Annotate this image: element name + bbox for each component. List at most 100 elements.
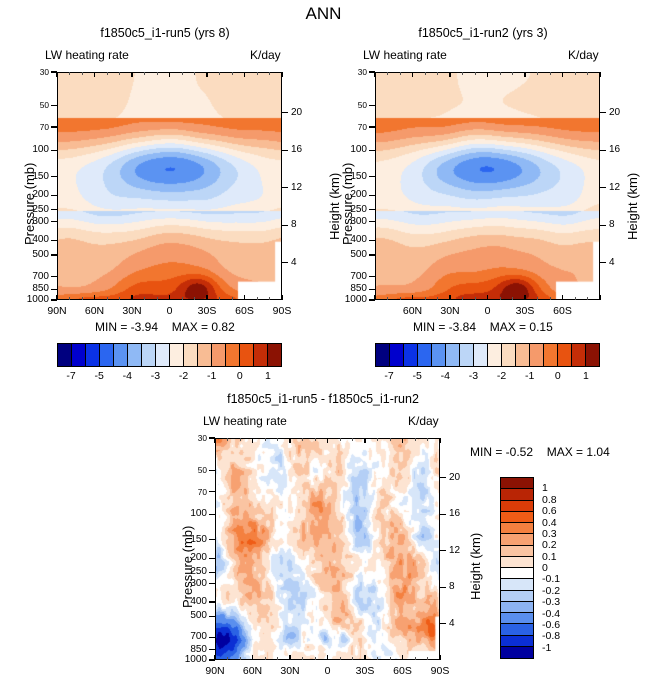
lat-minor-tick-mark (119, 72, 120, 75)
panel-run2-title: f1850c5_i1-run2 (yrs 3) (418, 26, 548, 40)
colorbar-swatch (170, 344, 184, 366)
pressure-tick-label: 150 (32, 170, 49, 182)
colorbar-swatch (488, 344, 502, 366)
lat-minor-tick-mark (549, 297, 551, 300)
pressure-tick-label: 500 (350, 248, 367, 260)
lat-minor-tick-mark (389, 657, 391, 660)
panel-run5-units-label: K/day (250, 48, 281, 62)
panel-diff-y-axis-title: Pressure (mb) (180, 525, 195, 608)
colorbar-tick-label: 0 (236, 370, 243, 382)
height-tick-mark (600, 224, 606, 226)
lat-tick-mark (524, 295, 526, 300)
pressure-tick-mark (369, 221, 375, 223)
panel-diff-colorbar[interactable] (500, 477, 534, 659)
lat-tick-mark (439, 655, 441, 660)
lat-tick-mark (243, 72, 246, 77)
lat-minor-tick-mark (264, 438, 266, 441)
lat-minor-tick-mark (156, 297, 158, 300)
lat-tick-mark (131, 295, 133, 300)
colorbar-tick-label: -3 (468, 370, 479, 382)
pressure-tick-label: 30 (197, 432, 207, 443)
lat-minor-tick-mark (427, 657, 428, 660)
lat-minor-tick-mark (352, 657, 353, 660)
panel-run5-plot[interactable] (57, 72, 282, 300)
height-tick-mark (440, 477, 446, 479)
lat-minor-tick-mark (377, 438, 378, 441)
pressure-tick-mark (51, 149, 57, 151)
colorbar-swatch (128, 344, 142, 366)
pressure-tick-mark (369, 254, 375, 256)
lat-minor-tick-mark (81, 72, 83, 75)
diff-colorbar-swatch (501, 624, 533, 636)
pressure-tick-label: 100 (32, 144, 49, 156)
pressure-tick-mark (51, 176, 57, 178)
pressure-tick-label: 700 (350, 270, 367, 282)
lat-minor-tick-mark (181, 72, 183, 75)
colorbar-swatch (390, 344, 404, 366)
panel-diff-plot[interactable] (215, 438, 440, 660)
lat-minor-tick-mark (474, 297, 476, 300)
lat-tick-mark (326, 438, 329, 443)
lat-tick-label: 60N (402, 305, 423, 317)
lat-minor-tick-mark (437, 72, 438, 75)
height-tick-mark (440, 586, 446, 588)
pressure-tick-mark (369, 71, 375, 73)
lat-minor-tick-mark (314, 438, 316, 441)
pressure-tick-label: 100 (350, 144, 367, 156)
diff-colorbar-swatch (501, 590, 533, 602)
panel-run2-plot[interactable] (375, 72, 600, 300)
height-tick-label: 8 (609, 219, 615, 231)
lat-minor-tick-mark (156, 72, 158, 75)
pressure-tick-label: 30 (357, 66, 367, 77)
height-tick-label: 12 (291, 181, 303, 193)
lat-tick-label: 60S (393, 665, 412, 677)
colorbar-tick-label: -1 (207, 370, 217, 382)
panel-run2-colorbar[interactable] (375, 343, 600, 367)
lat-tick-label: 0 (166, 305, 173, 317)
diff-colorbar-swatch (501, 646, 533, 658)
pressure-tick-mark (51, 126, 57, 128)
panel-run2-minmax: MIN = -3.84 MAX = 0.15 (413, 320, 553, 334)
lat-tick-label: 0 (324, 665, 331, 677)
colorbar-swatch (558, 344, 572, 366)
panel-run5-y-axis-title: Pressure (mb) (22, 162, 37, 245)
lat-minor-tick-mark (239, 438, 241, 441)
lat-tick-mark (401, 438, 404, 443)
lat-minor-tick-mark (256, 72, 258, 75)
diff-colorbar-tick-label: -0.6 (542, 618, 561, 631)
lat-tick-mark (251, 655, 254, 660)
height-tick-label: 16 (291, 144, 303, 156)
lat-tick-mark (374, 72, 376, 77)
diff-colorbar-tick-label: 0 (542, 561, 548, 574)
pressure-tick-mark (209, 659, 215, 661)
diff-colorbar-swatch (501, 523, 533, 535)
diff-colorbar-tick-label: 0.2 (542, 539, 557, 551)
lat-tick-mark (214, 438, 216, 443)
lat-tick-label: 60N (242, 665, 263, 677)
lat-tick-label: 0 (484, 305, 491, 317)
panel-run5-variable-label: LW heating rate (45, 48, 129, 62)
pressure-tick-label: 200 (190, 552, 207, 564)
pressure-tick-label: 250 (32, 203, 49, 215)
pressure-tick-label: 50 (357, 100, 367, 111)
diff-colorbar-tick-label: 0.6 (542, 504, 557, 517)
diff-colorbar-tick-label: -0.8 (542, 630, 561, 642)
colorbar-swatch (58, 344, 72, 366)
lat-minor-tick-mark (387, 297, 388, 300)
pressure-tick-mark (209, 601, 215, 603)
diff-colorbar-swatch (501, 534, 533, 546)
colorbar-swatch (404, 344, 418, 366)
pressure-tick-label: 700 (32, 270, 49, 282)
panel-run5-title: f1850c5_i1-run5 (yrs 8) (100, 26, 230, 40)
pressure-tick-label: 400 (190, 595, 207, 607)
panel-run5-minmax: MIN = -3.94 MAX = 0.82 (95, 320, 235, 334)
pressure-tick-label: 50 (39, 100, 49, 111)
height-tick-mark (440, 513, 446, 515)
pressure-tick-mark (51, 221, 57, 223)
lat-minor-tick-mark (314, 657, 316, 660)
colorbar-swatch (446, 344, 460, 366)
lat-tick-label: 30N (280, 665, 300, 677)
lat-tick-mark (206, 295, 208, 300)
diff-colorbar-swatch (501, 613, 533, 625)
panel-run5-colorbar[interactable] (57, 343, 282, 367)
